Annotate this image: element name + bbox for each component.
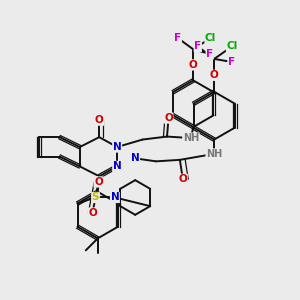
Text: N: N: [113, 161, 122, 171]
Text: O: O: [94, 177, 103, 187]
Text: Cl: Cl: [205, 33, 216, 43]
Text: O: O: [210, 70, 219, 80]
Text: F: F: [174, 33, 181, 43]
Text: O: O: [88, 208, 97, 218]
Text: F: F: [206, 49, 213, 59]
Text: O: O: [164, 113, 173, 123]
Text: O: O: [95, 115, 103, 125]
Text: NH: NH: [206, 149, 222, 159]
Text: F: F: [194, 41, 201, 51]
Text: O: O: [178, 174, 187, 184]
Text: F: F: [228, 57, 235, 67]
Text: Cl: Cl: [226, 41, 238, 51]
Text: NH: NH: [183, 133, 199, 143]
Text: O: O: [189, 60, 198, 70]
Text: N: N: [131, 153, 140, 164]
Text: N: N: [113, 142, 122, 152]
Text: S: S: [92, 193, 99, 202]
Text: N: N: [110, 193, 119, 202]
